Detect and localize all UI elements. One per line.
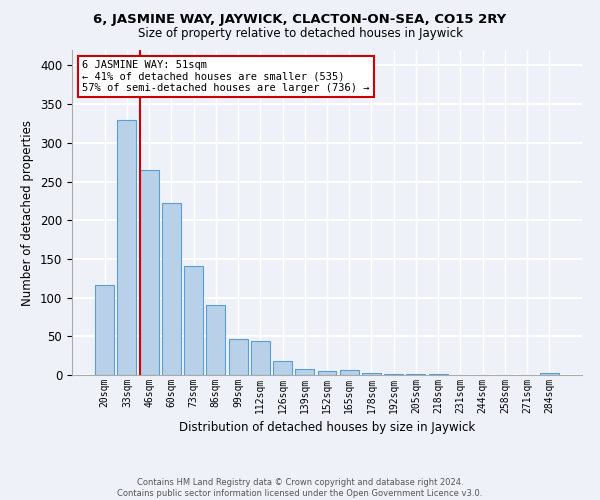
Bar	[140, 170, 158, 375]
Bar	[406, 374, 425, 375]
Bar	[384, 374, 403, 375]
Text: Contains HM Land Registry data © Crown copyright and database right 2024.
Contai: Contains HM Land Registry data © Crown c…	[118, 478, 482, 498]
Bar	[229, 340, 248, 375]
Bar	[162, 203, 181, 375]
Bar	[273, 361, 292, 375]
Bar	[540, 372, 559, 375]
Text: 6, JASMINE WAY, JAYWICK, CLACTON-ON-SEA, CO15 2RY: 6, JASMINE WAY, JAYWICK, CLACTON-ON-SEA,…	[94, 12, 506, 26]
Bar	[118, 120, 136, 375]
Bar	[362, 374, 381, 375]
Bar	[184, 266, 203, 375]
Bar	[340, 370, 359, 375]
Bar	[95, 285, 114, 375]
Bar	[317, 371, 337, 375]
Text: 6 JASMINE WAY: 51sqm
← 41% of detached houses are smaller (535)
57% of semi-deta: 6 JASMINE WAY: 51sqm ← 41% of detached h…	[82, 60, 370, 93]
Bar	[295, 369, 314, 375]
Bar	[429, 374, 448, 375]
X-axis label: Distribution of detached houses by size in Jaywick: Distribution of detached houses by size …	[179, 422, 475, 434]
Bar	[206, 306, 225, 375]
Text: Size of property relative to detached houses in Jaywick: Size of property relative to detached ho…	[137, 28, 463, 40]
Bar	[251, 341, 270, 375]
Y-axis label: Number of detached properties: Number of detached properties	[22, 120, 34, 306]
